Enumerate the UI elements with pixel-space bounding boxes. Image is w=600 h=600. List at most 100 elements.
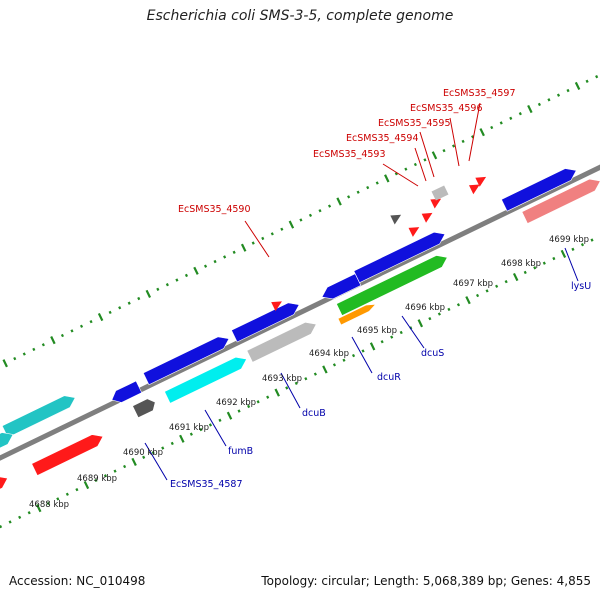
scale-label: 4694 kbp bbox=[309, 349, 349, 359]
feature-cyan-0 bbox=[0, 432, 14, 449]
gene-label-bottom: EcSMS35_4587 bbox=[170, 479, 243, 490]
tick-mark bbox=[313, 372, 317, 376]
scale-label: 4691 kbp bbox=[169, 423, 209, 433]
tick-mark bbox=[208, 423, 212, 427]
tick-mark bbox=[256, 400, 260, 404]
feature-red-1 bbox=[31, 434, 104, 476]
tick-mark bbox=[428, 316, 432, 321]
tick-mark bbox=[123, 464, 127, 469]
tick-mark bbox=[131, 457, 137, 466]
tick-mark bbox=[518, 112, 522, 116]
tick-mark bbox=[184, 273, 189, 278]
tick-mark bbox=[13, 356, 17, 361]
gene-features bbox=[0, 168, 600, 490]
tick-mark bbox=[199, 427, 203, 432]
leader-line bbox=[414, 147, 427, 182]
gene-label-top: EcSMS35_4595 bbox=[378, 118, 451, 129]
tick-mark bbox=[35, 504, 42, 513]
tick-mark bbox=[447, 307, 451, 312]
tick-mark bbox=[369, 342, 376, 351]
scale-label: 4693 kbp bbox=[262, 374, 302, 384]
feature-blue-dcus bbox=[353, 231, 446, 284]
tick-mark bbox=[590, 238, 594, 242]
tick-mark bbox=[322, 365, 328, 374]
tick-mark bbox=[475, 293, 480, 298]
scale-label: 4690 kbp bbox=[123, 448, 163, 458]
tick-mark bbox=[142, 455, 146, 459]
tick-mark bbox=[27, 511, 31, 515]
feature-pink-lysu bbox=[521, 178, 600, 224]
tick-mark bbox=[22, 352, 26, 356]
tick-mark bbox=[203, 264, 208, 268]
small-feature-1 bbox=[408, 227, 420, 237]
leader-line bbox=[280, 372, 301, 409]
tick-mark bbox=[361, 349, 365, 353]
tick-mark bbox=[65, 492, 69, 496]
label-leader-lines bbox=[144, 102, 579, 481]
tick-mark bbox=[237, 409, 241, 413]
gene-label-bottom: dcuB bbox=[302, 408, 326, 419]
tick-mark bbox=[179, 434, 185, 443]
tick-mark bbox=[299, 218, 303, 222]
tick-mark bbox=[189, 432, 193, 436]
gene-label-top: EcSMS35_4590 bbox=[178, 204, 251, 215]
outer-tick-ring bbox=[2, 75, 599, 368]
tick-mark bbox=[366, 185, 370, 190]
tick-mark bbox=[270, 232, 274, 236]
tick-mark bbox=[156, 287, 160, 291]
tick-mark bbox=[399, 330, 403, 335]
gene-labels: EcSMS35_4590 EcSMS35_4593 EcSMS35_4594 EcSM… bbox=[170, 88, 591, 490]
leader-line bbox=[144, 442, 168, 481]
feature-cyan-1 bbox=[1, 395, 76, 438]
tick-mark bbox=[193, 266, 199, 275]
leader-line bbox=[382, 163, 419, 187]
tick-mark bbox=[390, 335, 394, 339]
tick-mark bbox=[261, 236, 265, 241]
tick-mark bbox=[351, 353, 356, 358]
tick-mark bbox=[83, 480, 90, 490]
tick-mark bbox=[170, 441, 174, 446]
tick-mark bbox=[218, 418, 222, 422]
tick-mark bbox=[240, 243, 247, 252]
tick-mark bbox=[41, 343, 45, 347]
tick-mark bbox=[375, 181, 379, 185]
tick-mark bbox=[223, 255, 227, 259]
tick-mark bbox=[342, 358, 346, 362]
tick-mark bbox=[137, 296, 141, 301]
tick-mark bbox=[556, 93, 561, 97]
tick-mark bbox=[404, 167, 408, 171]
leader-line bbox=[204, 409, 227, 447]
feature-cyan-fumb bbox=[164, 356, 248, 404]
genome-backbone bbox=[0, 164, 600, 461]
small-feature-6 bbox=[390, 214, 402, 225]
gene-label-bottom: lysU bbox=[571, 281, 591, 292]
tick-mark bbox=[89, 320, 93, 324]
tick-mark bbox=[327, 204, 332, 208]
gene-label-top: EcSMS35_4596 bbox=[410, 103, 483, 114]
scale-label: 4692 kbp bbox=[216, 398, 256, 408]
tick-mark bbox=[566, 88, 570, 93]
tick-mark bbox=[280, 227, 284, 231]
small-gray-feature bbox=[431, 185, 449, 201]
feature-gray-dcub bbox=[246, 321, 317, 363]
small-feature-3 bbox=[430, 198, 442, 209]
tick-mark bbox=[288, 220, 295, 229]
tick-mark bbox=[595, 75, 599, 79]
tick-mark bbox=[465, 296, 471, 305]
tick-mark bbox=[509, 116, 513, 120]
inner-tick-ring bbox=[0, 234, 600, 529]
scale-label: 4697 kbp bbox=[453, 279, 493, 289]
tick-mark bbox=[108, 310, 112, 315]
scale-label: 4688 kbp bbox=[29, 500, 69, 510]
feature-blue-small bbox=[111, 380, 143, 403]
small-feature-0 bbox=[271, 301, 282, 312]
scale-label: 4696 kbp bbox=[405, 303, 445, 313]
tick-mark bbox=[347, 195, 351, 199]
tick-mark bbox=[247, 404, 251, 409]
tick-mark bbox=[574, 81, 581, 91]
tick-mark bbox=[580, 243, 585, 247]
tick-mark bbox=[285, 386, 289, 390]
tick-mark bbox=[145, 289, 152, 299]
tick-mark bbox=[175, 278, 179, 282]
tick-mark bbox=[490, 125, 494, 130]
